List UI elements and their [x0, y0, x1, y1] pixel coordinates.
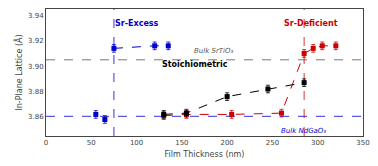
svg-text:200: 200 [220, 139, 233, 147]
svg-text:3.90: 3.90 [28, 63, 44, 71]
svg-text:Stoichiometric: Stoichiometric [162, 60, 228, 69]
svg-text:350: 350 [356, 139, 369, 147]
svg-text:3.92: 3.92 [28, 37, 44, 45]
svg-text:Sr-Deficient: Sr-Deficient [284, 19, 338, 28]
svg-text:Film Thickness (nm): Film Thickness (nm) [165, 150, 245, 159]
svg-text:In-Plane Lattice (Å): In-Plane Lattice (Å) [13, 34, 24, 110]
svg-text:Bulk SrTiO₃: Bulk SrTiO₃ [194, 47, 234, 55]
svg-text:0: 0 [44, 139, 48, 147]
svg-text:100: 100 [130, 139, 143, 147]
svg-text:Bulk NdGaO₃: Bulk NdGaO₃ [281, 127, 326, 135]
svg-text:Sr-Excess: Sr-Excess [115, 19, 159, 28]
svg-text:3.86: 3.86 [28, 113, 44, 121]
svg-text:50: 50 [87, 139, 96, 147]
svg-text:300: 300 [311, 139, 324, 147]
svg-text:3.94: 3.94 [28, 12, 44, 20]
svg-text:150: 150 [175, 139, 188, 147]
svg-text:250: 250 [266, 139, 279, 147]
svg-text:3.88: 3.88 [28, 88, 44, 96]
